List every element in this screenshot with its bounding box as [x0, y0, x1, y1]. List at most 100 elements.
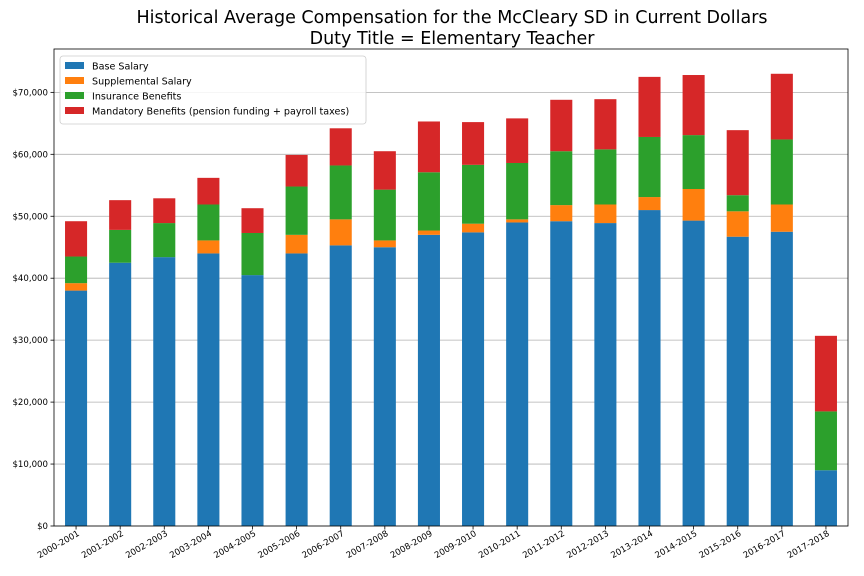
bar-base-salary	[682, 220, 705, 526]
x-tick-label: 2001-2002	[80, 529, 126, 561]
y-tick-label: $70,000	[12, 88, 48, 98]
bar-mandatory-benefits-pension-funding-payroll-taxes	[594, 99, 617, 150]
legend-swatch-mandatory-benefits-pension-funding-payroll-taxes	[65, 107, 84, 114]
legend: Base Salary Supplemental Salary Insurance …	[59, 55, 367, 125]
x-tick-label: 2011-2012	[521, 529, 567, 561]
bar-mandatory-benefits-pension-funding-payroll-taxes	[550, 99, 573, 152]
bar-base-salary	[726, 236, 749, 527]
bar-base-salary	[814, 470, 837, 526]
bar-mandatory-benefits-pension-funding-payroll-taxes	[814, 335, 837, 412]
bar-base-salary	[550, 221, 573, 527]
bar-insurance-benefits	[506, 162, 529, 220]
legend-swatch-supplemental-salary	[65, 77, 84, 84]
bar-insurance-benefits	[462, 164, 485, 224]
y-tick-label: $40,000	[12, 274, 48, 284]
bar-insurance-benefits	[373, 189, 396, 241]
bar-insurance-benefits	[153, 223, 176, 258]
x-tick-label: 2007-2008	[345, 529, 391, 561]
legend-label-insurance-benefits: Insurance Benefits	[92, 92, 181, 103]
bar-base-salary	[638, 210, 661, 526]
bar-insurance-benefits	[65, 256, 88, 284]
bar-supplemental-salary	[770, 204, 793, 232]
bar-insurance-benefits	[417, 172, 440, 231]
x-tick-label: 2000-2001	[36, 529, 82, 561]
y-tick-label: $0	[37, 522, 48, 532]
bar-insurance-benefits	[197, 204, 220, 241]
bar-insurance-benefits	[726, 195, 749, 212]
bar-base-salary	[329, 245, 352, 527]
legend-swatch-insurance-benefits	[65, 92, 84, 99]
bar-mandatory-benefits-pension-funding-payroll-taxes	[241, 208, 264, 233]
x-tick-label: 2005-2006	[257, 529, 303, 561]
bar-mandatory-benefits-pension-funding-payroll-taxes	[682, 75, 705, 136]
bar-supplemental-salary	[462, 223, 485, 233]
bar-mandatory-benefits-pension-funding-payroll-taxes	[65, 221, 88, 257]
bar-base-salary	[462, 232, 485, 527]
bar-supplemental-salary	[65, 283, 88, 291]
legend-box	[59, 55, 367, 125]
bar-supplemental-salary	[197, 240, 220, 254]
bar-base-salary	[506, 222, 529, 527]
y-axis: $0 $10,000 $20,000 $30,000 $40,000 $50,000 $60…	[12, 88, 54, 532]
bar-mandatory-benefits-pension-funding-payroll-taxes	[770, 73, 793, 140]
plot-frame	[53, 48, 849, 527]
x-tick-label: 2009-2010	[433, 529, 479, 561]
bar-base-salary	[594, 223, 617, 526]
bar-insurance-benefits	[329, 165, 352, 220]
legend-label-mandatory-benefits-pension-funding-payroll-taxes: Mandatory Benefits (pension funding + pa…	[92, 107, 349, 118]
bar-base-salary	[417, 234, 440, 526]
bar-base-salary	[153, 257, 176, 526]
bar-insurance-benefits	[594, 149, 617, 205]
x-tick-label: 2012-2013	[565, 529, 611, 561]
x-tick-label: 2013-2014	[609, 529, 655, 561]
chart-title-line-2: Duty Title = Elementary Teacher	[309, 29, 595, 49]
bar-base-salary	[109, 262, 132, 526]
bar-supplemental-salary	[329, 219, 352, 246]
bar-supplemental-salary	[682, 189, 705, 221]
chart-title-line-1: Historical Average Compensation for the …	[136, 8, 768, 28]
bar-supplemental-salary	[726, 211, 749, 237]
bar-insurance-benefits	[682, 135, 705, 190]
x-tick-label: 2006-2007	[301, 529, 347, 561]
bar-base-salary	[65, 290, 88, 526]
bar-mandatory-benefits-pension-funding-payroll-taxes	[109, 200, 132, 230]
bar-insurance-benefits	[638, 136, 661, 198]
bar-base-salary	[373, 247, 396, 526]
x-axis: 2000-20012001-20022002-20032003-20042004…	[36, 526, 831, 561]
bar-base-salary	[197, 253, 220, 526]
x-tick-label: 2008-2009	[389, 529, 435, 561]
bar-insurance-benefits	[814, 411, 837, 471]
x-tick-label: 2014-2015	[654, 529, 700, 561]
y-tick-label: $50,000	[12, 212, 48, 222]
bar-mandatory-benefits-pension-funding-payroll-taxes	[197, 177, 220, 205]
y-tick-label: $60,000	[12, 150, 48, 160]
bar-mandatory-benefits-pension-funding-payroll-taxes	[726, 130, 749, 196]
bar-supplemental-salary	[285, 234, 308, 254]
bar-supplemental-salary	[506, 219, 529, 223]
bar-base-salary	[770, 231, 793, 526]
bar-mandatory-benefits-pension-funding-payroll-taxes	[417, 121, 440, 173]
bar-insurance-benefits	[550, 151, 573, 206]
bar-mandatory-benefits-pension-funding-payroll-taxes	[462, 122, 485, 165]
bar-base-salary	[285, 253, 308, 526]
legend-label-supplemental-salary: Supplemental Salary	[92, 77, 192, 88]
bar-supplemental-salary	[417, 230, 440, 235]
bar-insurance-benefits	[770, 139, 793, 205]
bars	[65, 73, 837, 527]
bar-base-salary	[241, 275, 264, 526]
bar-mandatory-benefits-pension-funding-payroll-taxes	[285, 154, 308, 187]
bar-mandatory-benefits-pension-funding-payroll-taxes	[153, 198, 176, 224]
bar-mandatory-benefits-pension-funding-payroll-taxes	[638, 76, 661, 137]
x-tick-label: 2016-2017	[742, 529, 788, 561]
bar-mandatory-benefits-pension-funding-payroll-taxes	[329, 128, 352, 166]
x-tick-label: 2010-2011	[477, 529, 523, 561]
legend-label-base-salary: Base Salary	[92, 62, 149, 73]
bar-insurance-benefits	[109, 229, 132, 263]
bar-supplemental-salary	[638, 197, 661, 211]
bar-insurance-benefits	[285, 186, 308, 235]
bar-mandatory-benefits-pension-funding-payroll-taxes	[373, 151, 396, 190]
chart-title: Historical Average Compensation for the …	[0, 8, 864, 50]
bar-mandatory-benefits-pension-funding-payroll-taxes	[506, 118, 529, 163]
x-tick-label: 2015-2016	[698, 529, 744, 561]
